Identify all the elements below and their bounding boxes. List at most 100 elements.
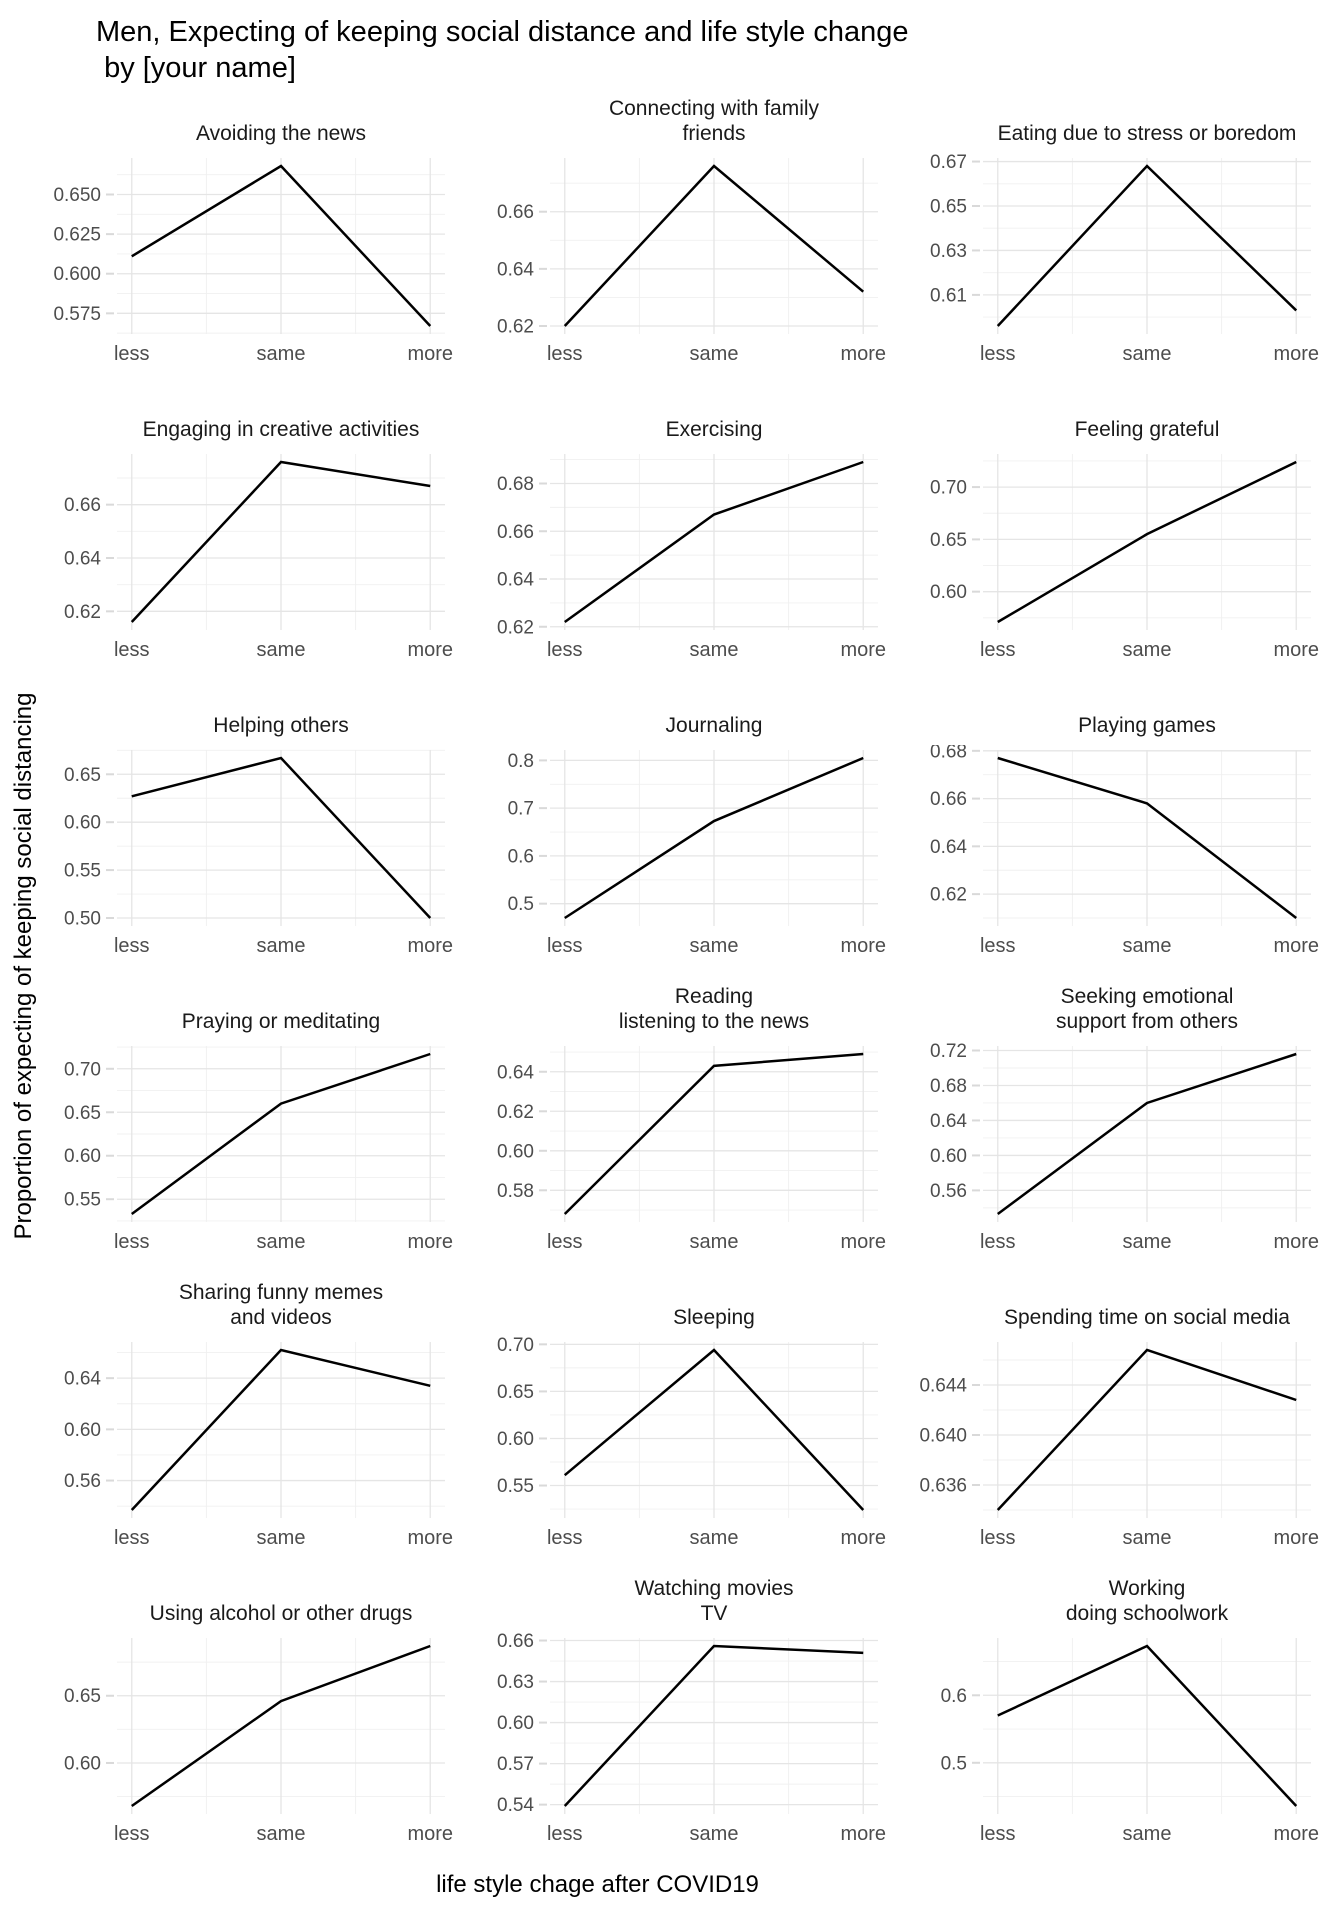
y-tick-label: 0.6 — [941, 1685, 967, 1706]
x-tick-label: same — [257, 935, 306, 957]
x-tick-label: same — [690, 639, 739, 661]
y-tick-label: 0.60 — [64, 812, 101, 833]
series-line — [997, 460, 1297, 623]
y-tick-label: 0.65 — [64, 1102, 101, 1123]
facet-title: Seeking emotional support from others — [1055, 984, 1239, 1033]
facet-title: Working doing schoolwork — [1065, 1576, 1229, 1625]
x-tick-label: less — [547, 1527, 583, 1549]
x-tick-label: less — [980, 1231, 1016, 1253]
facet-sharing-funny-memes-and-videos: Sharing funny memes and videos 0.56 0.60 0.… — [45, 1275, 478, 1571]
facet-panel: 0.50 0.55 0.60 0.65 less same more — [64, 749, 453, 957]
y-tick-label: 0.60 — [497, 1428, 534, 1449]
series-line — [131, 1644, 431, 1807]
facet-title: Reading listening to the news — [618, 984, 810, 1033]
x-tick-label: same — [690, 1823, 739, 1845]
facet-panel: 0.636 0.640 0.644 less same more — [919, 1341, 1319, 1549]
x-tick-label: same — [257, 639, 306, 661]
facet-title: Spending time on social media — [1003, 1305, 1290, 1329]
y-tick-label: 0.64 — [64, 548, 101, 569]
facet-grid: Avoiding the news 0.575 0.600 0.625 0.650 les… — [45, 91, 1344, 1867]
y-tick-label: 0.56 — [930, 1180, 967, 1201]
x-tick-label: less — [547, 343, 583, 365]
y-tick-label: 0.625 — [53, 224, 101, 245]
series-line — [997, 1643, 1298, 1807]
y-tick-label: 0.60 — [64, 1753, 101, 1774]
series-line — [563, 1644, 864, 1807]
facet-spending-time-on-social-media: Spending time on social media 0.636 0.640 0… — [911, 1275, 1344, 1571]
facet-praying-or-meditating: Praying or meditating 0.55 0.60 0.65 0.70 les… — [45, 979, 478, 1275]
y-tick-label: 0.5 — [941, 1753, 967, 1774]
y-tick-label: 0.60 — [930, 582, 967, 603]
x-tick-label: more — [407, 1823, 453, 1845]
facet-exercising: Exercising 0.62 0.64 0.66 0.68 less same more — [478, 387, 911, 683]
x-tick-label: less — [980, 935, 1016, 957]
y-tick-label: 0.7 — [508, 798, 534, 819]
x-tick-label: same — [1123, 1823, 1172, 1845]
series-line — [130, 460, 431, 623]
x-tick-label: less — [980, 639, 1016, 661]
y-tick-label: 0.8 — [508, 750, 534, 771]
series-line — [997, 756, 1298, 919]
facet-title: Engaging in creative activities — [142, 417, 420, 441]
x-tick-label: same — [257, 1231, 306, 1253]
facet-eating-due-to-stress-or-boredom: Eating due to stress or boredom 0.61 0.63 0… — [911, 91, 1344, 387]
y-tick-label: 0.64 — [930, 1110, 967, 1131]
y-tick-label: 0.70 — [64, 1059, 101, 1080]
x-tick-label: less — [114, 1527, 150, 1549]
x-tick-label: less — [114, 935, 150, 957]
x-tick-label: more — [407, 343, 453, 365]
y-tick-label: 0.644 — [919, 1375, 967, 1396]
y-tick-label: 0.60 — [64, 1419, 101, 1440]
y-tick-label: 0.63 — [930, 240, 967, 261]
facet-helping-others: Helping others 0.50 0.55 0.60 0.65 less same mo… — [45, 683, 478, 979]
y-tick-label: 0.60 — [64, 1146, 101, 1167]
x-tick-label: same — [257, 1823, 306, 1845]
facet-title: Eating due to stress or boredom — [997, 121, 1297, 145]
x-tick-label: less — [547, 1231, 583, 1253]
facet-working-doing-schoolwork: Working doing schoolwork 0.5 0.6 less same mo… — [911, 1571, 1344, 1867]
y-tick-label: 0.650 — [53, 185, 101, 206]
y-tick-label: 0.67 — [930, 153, 967, 173]
y-tick-label: 0.575 — [53, 303, 101, 324]
y-tick-label: 0.70 — [497, 1337, 534, 1356]
x-tick-label: same — [690, 1231, 739, 1253]
x-tick-label: less — [547, 935, 583, 957]
y-tick-label: 0.56 — [64, 1471, 101, 1492]
x-tick-label: less — [114, 1231, 150, 1253]
x-tick-label: same — [1123, 639, 1172, 661]
series-line — [131, 756, 432, 919]
y-tick-label: 0.58 — [497, 1180, 534, 1201]
facet-title: Using alcohol or other drugs — [149, 1601, 413, 1625]
facet-journaling: Journaling 0.5 0.6 0.7 0.8 less same more — [478, 683, 911, 979]
series-line — [996, 163, 1298, 327]
facet-panel: 0.575 0.600 0.625 0.650 less same more — [53, 157, 453, 365]
y-tick-label: 0.50 — [64, 908, 101, 929]
y-tick-label: 0.55 — [64, 1189, 101, 1210]
y-tick-label: 0.62 — [497, 316, 534, 337]
series-line — [563, 163, 865, 327]
y-tick-label: 0.64 — [64, 1368, 101, 1389]
x-tick-label: less — [114, 639, 150, 661]
series-line — [564, 756, 864, 919]
series-line — [131, 1052, 431, 1215]
x-tick-label: more — [840, 639, 886, 661]
facet-panel: 0.54 0.57 0.60 0.63 0.66 less same more — [497, 1633, 886, 1845]
y-tick-label: 0.72 — [930, 1041, 967, 1062]
y-tick-label: 0.68 — [930, 745, 967, 762]
x-tick-label: same — [1123, 1231, 1172, 1253]
x-axis-label: life style chage after COVID19 — [436, 1870, 759, 1898]
x-tick-label: less — [980, 343, 1016, 365]
facet-sleeping: Sleeping 0.55 0.60 0.65 0.70 less same more — [478, 1275, 911, 1571]
x-tick-label: more — [840, 1527, 886, 1549]
x-tick-label: more — [840, 1231, 886, 1253]
facet-panel: 0.55 0.60 0.65 0.70 less same more — [497, 1337, 886, 1549]
facet-title: Praying or meditating — [181, 1009, 381, 1033]
facet-feeling-grateful: Feeling grateful 0.60 0.65 0.70 less same more — [911, 387, 1344, 683]
facet-reading-listening-to-the-news: Reading listening to the news 0.58 0.60 0.6… — [478, 979, 911, 1275]
facet-panel: 0.62 0.64 0.66 less same more — [497, 157, 886, 365]
x-tick-label: same — [1123, 1527, 1172, 1549]
facet-title: Sleeping — [673, 1305, 755, 1329]
facet-panel: 0.60 0.65 0.70 less same more — [930, 453, 1319, 661]
y-tick-label: 0.68 — [497, 473, 534, 494]
x-tick-label: more — [407, 1527, 453, 1549]
